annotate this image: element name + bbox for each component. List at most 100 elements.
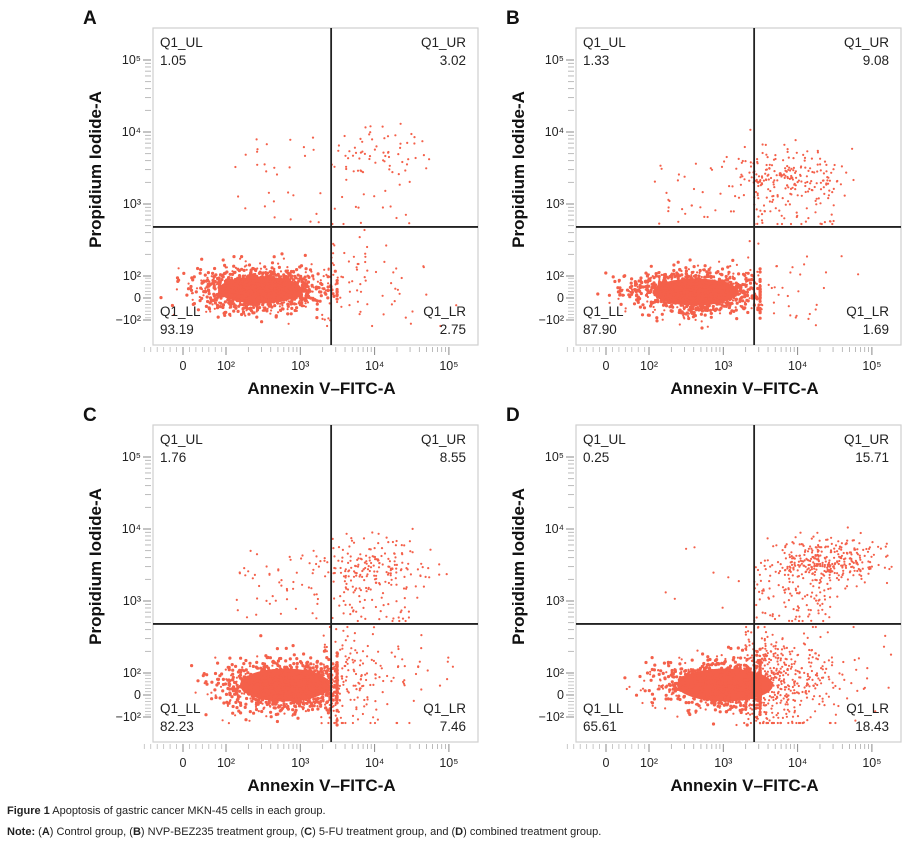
data-point	[304, 278, 308, 282]
data-point	[296, 273, 300, 277]
data-point	[743, 306, 747, 310]
data-point	[352, 170, 355, 173]
data-point	[724, 294, 727, 297]
data-point	[816, 149, 819, 152]
data-point	[707, 282, 710, 285]
data-point	[709, 266, 712, 269]
data-point	[323, 643, 326, 646]
data-point	[815, 197, 818, 200]
data-point	[260, 675, 263, 678]
data-point	[246, 690, 249, 694]
data-point	[323, 669, 326, 672]
data-point	[708, 304, 711, 307]
data-point	[662, 292, 665, 295]
data-point	[696, 264, 700, 267]
data-point	[255, 695, 258, 698]
data-point	[244, 314, 247, 317]
data-point	[268, 693, 271, 696]
data-point	[363, 152, 366, 155]
data-point	[771, 195, 774, 198]
data-point	[256, 267, 259, 270]
data-point	[413, 142, 416, 145]
data-point	[704, 286, 707, 289]
data-point	[322, 690, 325, 693]
data-point	[255, 673, 258, 676]
data-point	[730, 290, 733, 293]
data-point	[207, 284, 211, 288]
data-point	[341, 644, 344, 647]
data-point	[303, 667, 307, 671]
data-point	[714, 298, 717, 301]
data-point	[398, 292, 401, 295]
data-point	[332, 294, 336, 298]
data-point	[230, 280, 234, 284]
data-point	[237, 195, 240, 198]
data-point	[309, 691, 312, 694]
data-point	[785, 170, 788, 173]
data-point	[394, 544, 397, 547]
data-point	[336, 717, 339, 720]
data-point	[328, 709, 331, 712]
data-point	[385, 244, 388, 247]
data-point	[295, 309, 298, 312]
data-point	[296, 286, 299, 290]
data-point	[221, 258, 225, 262]
data-point	[774, 207, 777, 210]
data-point	[413, 136, 416, 139]
data-point	[326, 296, 330, 300]
data-point	[684, 212, 687, 215]
data-point	[676, 260, 680, 264]
data-point	[767, 283, 770, 286]
data-point	[731, 185, 734, 188]
data-point	[781, 197, 784, 200]
data-point	[231, 668, 235, 672]
data-point	[735, 167, 738, 170]
data-point	[295, 268, 299, 272]
data-point	[287, 682, 290, 685]
data-point	[292, 194, 295, 197]
data-point	[780, 214, 783, 217]
data-point	[815, 203, 818, 206]
data-point	[694, 318, 697, 321]
data-point	[795, 211, 798, 214]
data-point	[315, 660, 319, 664]
data-point	[389, 574, 392, 577]
data-point	[213, 671, 218, 676]
data-point	[323, 687, 326, 690]
data-point	[636, 285, 639, 288]
data-point	[224, 293, 227, 296]
data-point	[364, 617, 367, 620]
data-point	[274, 280, 277, 283]
data-point	[239, 289, 242, 292]
data-point	[796, 194, 799, 197]
data-point	[808, 312, 811, 316]
data-point	[289, 269, 293, 274]
data-point	[326, 694, 329, 698]
data-point	[335, 289, 339, 293]
data-point	[250, 273, 253, 276]
data-point	[359, 553, 362, 556]
data-point	[369, 721, 372, 725]
data-point	[331, 698, 335, 702]
data-point	[305, 684, 308, 687]
data-point	[825, 170, 828, 173]
data-point	[279, 698, 282, 701]
data-point	[270, 309, 273, 312]
data-point	[807, 317, 810, 320]
data-point	[763, 210, 766, 213]
data-point	[745, 280, 748, 283]
data-point	[736, 290, 739, 293]
data-point	[743, 292, 746, 295]
data-point	[660, 312, 664, 316]
data-point	[342, 629, 345, 632]
data-point	[241, 280, 244, 283]
data-point	[252, 305, 256, 310]
data-point	[428, 576, 431, 579]
data-point	[685, 272, 688, 275]
data-point	[280, 287, 283, 290]
data-point	[686, 288, 689, 291]
data-point	[237, 700, 240, 703]
data-point	[273, 166, 276, 169]
data-point	[287, 300, 290, 303]
data-point	[386, 703, 389, 706]
